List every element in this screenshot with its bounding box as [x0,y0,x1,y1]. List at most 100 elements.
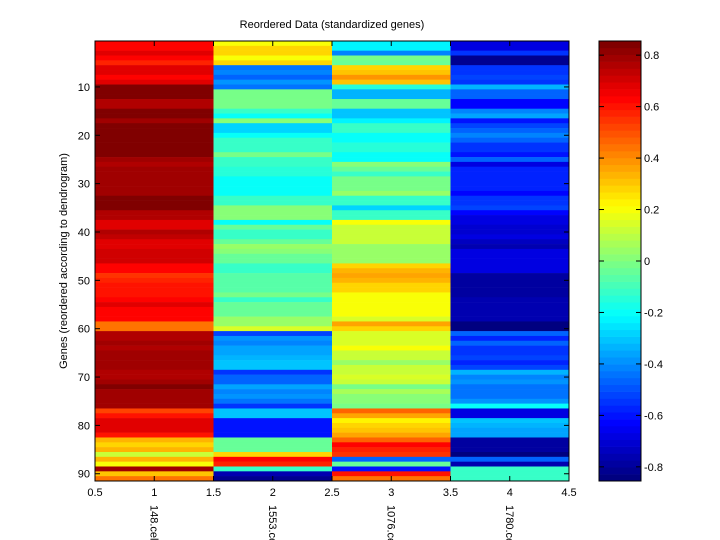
heatmap-cell [332,311,451,317]
heatmap-cell [450,89,570,95]
heatmap-cell [450,137,570,143]
heatmap-cell [450,253,570,259]
heatmap-cell [450,418,570,424]
colorbar-swatch [599,116,641,124]
heatmap-cell [332,398,451,404]
heatmap-cell [213,210,333,216]
heatmap-cell [332,166,451,172]
heatmap-cell [213,190,333,197]
heatmap-cell [450,157,570,163]
heatmap-cell [332,181,451,187]
heatmap-cell [95,205,214,211]
heatmap-cell [95,215,214,221]
heatmap-cell [450,456,570,462]
heatmap-cell [213,268,333,274]
heatmap-cell [213,123,333,129]
heatmap-cell [95,331,214,337]
colorbar-swatch [599,109,641,117]
heatmap-cell [213,60,333,66]
heatmap-cell [450,79,570,85]
heatmap-cell [213,287,333,293]
heatmap-cell [450,171,570,177]
colorbar-swatch [599,47,641,56]
heatmap-cell [332,432,451,438]
heatmap-cell [213,171,333,177]
heatmap-cell [213,205,333,211]
colorbar-swatch [599,371,641,379]
heatmap-cell [332,422,451,429]
colorbar-swatch [599,357,641,365]
heatmap-cell [95,350,214,356]
heatmap-cell [95,161,214,168]
heatmap-cell [332,103,451,109]
heatmap-cell [95,442,214,448]
heatmap-cell [95,273,214,279]
colorbar-swatch [599,185,641,193]
heatmap-cell [213,176,333,182]
heatmap-cell [213,186,333,192]
heatmap-cell [332,408,451,414]
y-tick-label: 50 [78,275,90,287]
colorbar-swatch [599,281,641,289]
colorbar-swatch [599,350,641,358]
heatmap-cell [450,108,570,114]
y-tick-label: 40 [78,227,90,239]
colorbar-swatch [599,467,641,475]
colorbar-axis: 0.8 0.6 0.4 0.2 0 -0.2 -0.4 -0.6 -0.8 [599,50,663,474]
heatmap-cell [332,74,451,80]
heatmap-cell [95,292,214,298]
heatmap-cell [332,132,451,139]
heatmap-cell [332,118,451,124]
heatmap-cell [332,277,451,284]
colorbar-swatch [599,123,641,131]
heatmap-cell [332,369,451,375]
colorbar-swatch [599,41,641,49]
heatmap-cell [213,99,333,105]
heatmap-cell [95,277,214,284]
x-tick-label: 3 [388,487,394,499]
y-tick-label: 80 [78,420,90,432]
heatmap-cell [95,157,214,163]
heatmap-cell [95,123,214,129]
heatmap-cell [450,94,570,100]
heatmap-cell [95,345,214,351]
heatmap-cell [95,437,214,443]
heatmap-cell [95,65,214,71]
heatmap-cell [332,389,451,395]
heatmap-cell [95,408,214,414]
colorbar-swatch [599,295,641,303]
colorbar-swatch [599,309,641,317]
heatmap-cell [332,355,451,361]
heatmap-cell [450,466,570,472]
heatmap-cell [213,215,333,221]
colorbar-swatch [599,439,641,447]
heatmap-cell [450,215,570,221]
heatmap-cell [213,413,333,419]
heatmap-cell [450,50,570,56]
heatmap-cell [95,229,214,235]
heatmap-cell [332,224,451,230]
colorbar-swatch [599,130,641,138]
heatmap-cell [95,239,214,245]
heatmap-cell [213,340,333,346]
heatmap-cell [450,118,570,124]
colorbar-swatch [599,89,641,97]
heatmap-cell [332,437,451,443]
heatmap-cell [450,65,570,71]
heatmap-cell [213,258,333,264]
colorbar-swatch [599,206,641,214]
heatmap-cell [95,118,214,124]
colorbar-swatch [599,343,641,351]
heatmap-cell [332,128,451,134]
colorbar-swatch [599,192,641,200]
heatmap-cell [213,350,333,356]
heatmap-cell [95,393,214,400]
axes: 0.5 1 1.5 2 2.5 3 3.5 4 4.5 10 20 30 40 50 60 70 80 90 148… [78,41,577,540]
heatmap-cell [332,244,451,250]
heatmap-cell [213,65,333,71]
heatmap-cell [450,297,570,303]
heatmap-cell [450,152,570,158]
heatmap-cell [450,451,570,458]
heatmap-cell [332,123,451,129]
heatmap-cell [213,331,333,337]
